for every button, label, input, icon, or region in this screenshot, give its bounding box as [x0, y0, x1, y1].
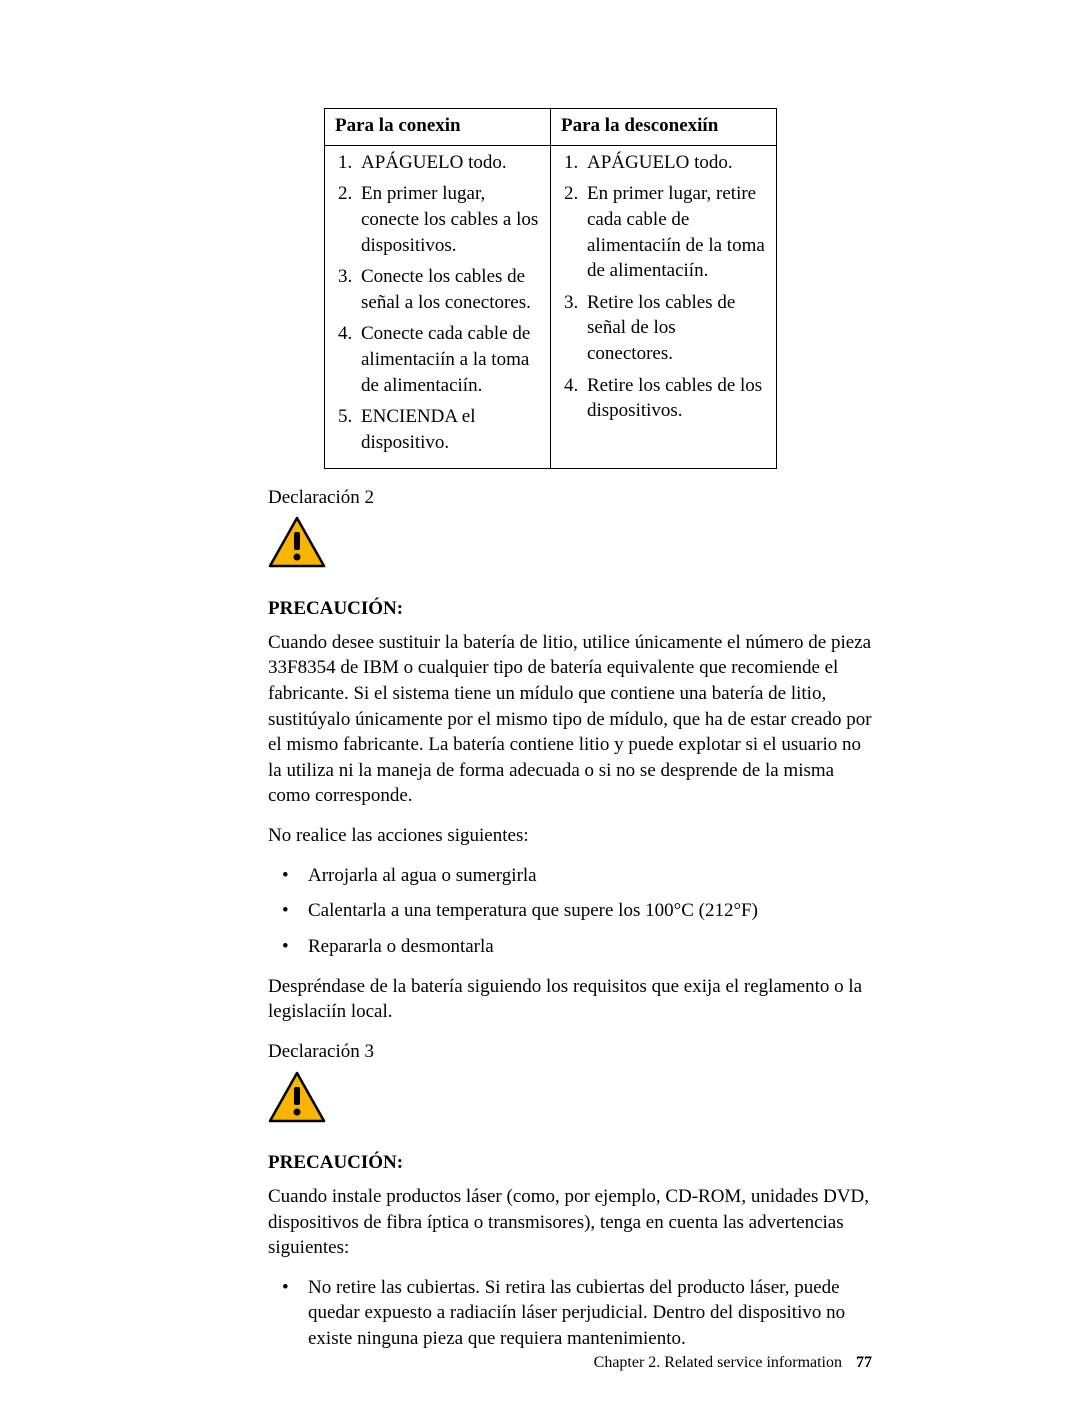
document-page: Para la conexin Para la desconexiín APÁG…: [0, 0, 1080, 1426]
footer-chapter: Chapter 2. Related service information: [594, 1354, 842, 1371]
precaution-3-bullets: No retire las cubiertas. Si retira las c…: [268, 1275, 872, 1352]
precaution-2-bullets: Arrojarla al agua o sumergirla Calentarl…: [268, 863, 872, 960]
precaution-heading: PRECAUCIÓN:: [268, 596, 872, 622]
page-footer: Chapter 2. Related service information 7…: [594, 1352, 872, 1374]
table-header-right: Para la desconexiín: [551, 109, 777, 146]
connect-steps: APÁGUELO todo. En primer lugar, conecte …: [335, 150, 540, 456]
list-item: Retire los cables de los dispositivos.: [583, 373, 766, 424]
no-realice-intro: No realice las acciones siguientes:: [268, 823, 872, 849]
disposal-note: Despréndase de la batería siguiendo los …: [268, 974, 872, 1025]
list-item: No retire las cubiertas. Si retira las c…: [268, 1275, 872, 1352]
table-header-left: Para la conexin: [325, 109, 551, 146]
declaration-2-label: Declaración 2: [268, 485, 872, 511]
table-cell-right: APÁGUELO todo. En primer lugar, retire c…: [551, 145, 777, 468]
disconnect-steps: APÁGUELO todo. En primer lugar, retire c…: [561, 150, 766, 424]
table-cell-left: APÁGUELO todo. En primer lugar, conecte …: [325, 145, 551, 468]
footer-page-number: 77: [856, 1354, 872, 1371]
list-item: En primer lugar, retire cada cable de al…: [583, 181, 766, 284]
list-item: Conecte cada cable de alimentaciín a la …: [357, 321, 540, 398]
warning-triangle-icon: [268, 1071, 872, 1131]
list-item: Calentarla a una temperatura que supere …: [268, 898, 872, 924]
list-item: Arrojarla al agua o sumergirla: [268, 863, 872, 889]
connection-table: Para la conexin Para la desconexiín APÁG…: [324, 108, 777, 469]
list-item: APÁGUELO todo.: [583, 150, 766, 176]
list-item: En primer lugar, conecte los cables a lo…: [357, 181, 540, 258]
list-item: Retire los cables de señal de los conect…: [583, 290, 766, 367]
precaution-2-body: Cuando desee sustituir la batería de lit…: [268, 630, 872, 809]
list-item: Repararla o desmontarla: [268, 934, 872, 960]
list-item: Conecte los cables de señal a los conect…: [357, 264, 540, 315]
list-item: ENCIENDA el dispositivo.: [357, 404, 540, 455]
warning-triangle-icon: [268, 516, 872, 576]
list-item: APÁGUELO todo.: [357, 150, 540, 176]
precaution-3-body: Cuando instale productos láser (como, po…: [268, 1184, 872, 1261]
precaution-heading: PRECAUCIÓN:: [268, 1150, 872, 1176]
declaration-3-label: Declaración 3: [268, 1039, 872, 1065]
